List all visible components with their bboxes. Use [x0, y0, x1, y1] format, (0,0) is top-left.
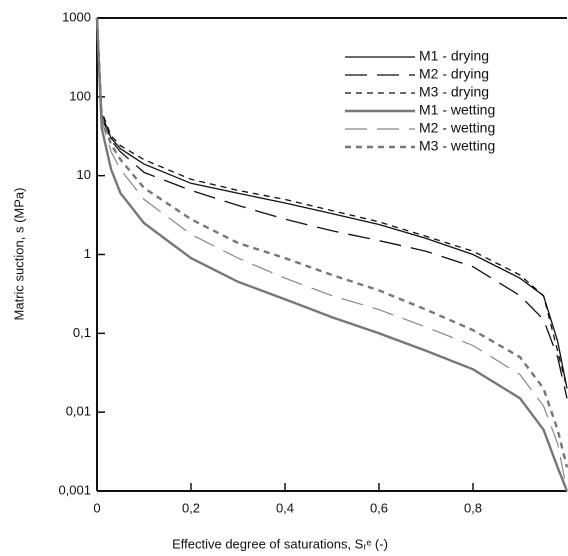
x-tick-label: 0,8 [464, 500, 482, 515]
series-line [96, 17, 568, 389]
x-tick-label: 0,4 [276, 500, 294, 515]
series-line [95, 17, 568, 492]
y-tick-label: 0,001 [58, 482, 91, 497]
legend-label: M1 - wetting [419, 102, 495, 118]
y-tick-label: 0,01 [66, 404, 91, 419]
series-line [96, 17, 568, 492]
y-axis-label: Matric suction, s (MPa) [11, 188, 26, 321]
y-tick-label: 1 [84, 246, 91, 261]
legend-label: M3 - wetting [419, 138, 495, 154]
legend-label: M3 - drying [419, 84, 489, 100]
y-tick-label: 0,1 [73, 325, 91, 340]
y-tick-label: 100 [69, 88, 91, 103]
series-line [96, 17, 568, 399]
series-line [95, 17, 568, 468]
y-tick-label: 1000 [62, 9, 91, 24]
legend-label: M2 - drying [419, 66, 489, 82]
legend-label: M1 - drying [419, 48, 489, 64]
series-line [96, 17, 568, 389]
x-tick-label: 0 [93, 500, 100, 515]
x-tick-label: 0,2 [182, 500, 200, 515]
x-axis-label: Effective degree of saturations, Sᵣᵉ (-) [172, 536, 388, 551]
x-tick-label: 0,6 [370, 500, 388, 515]
legend-label: M2 - wetting [419, 120, 495, 136]
y-tick-label: 10 [77, 167, 91, 182]
